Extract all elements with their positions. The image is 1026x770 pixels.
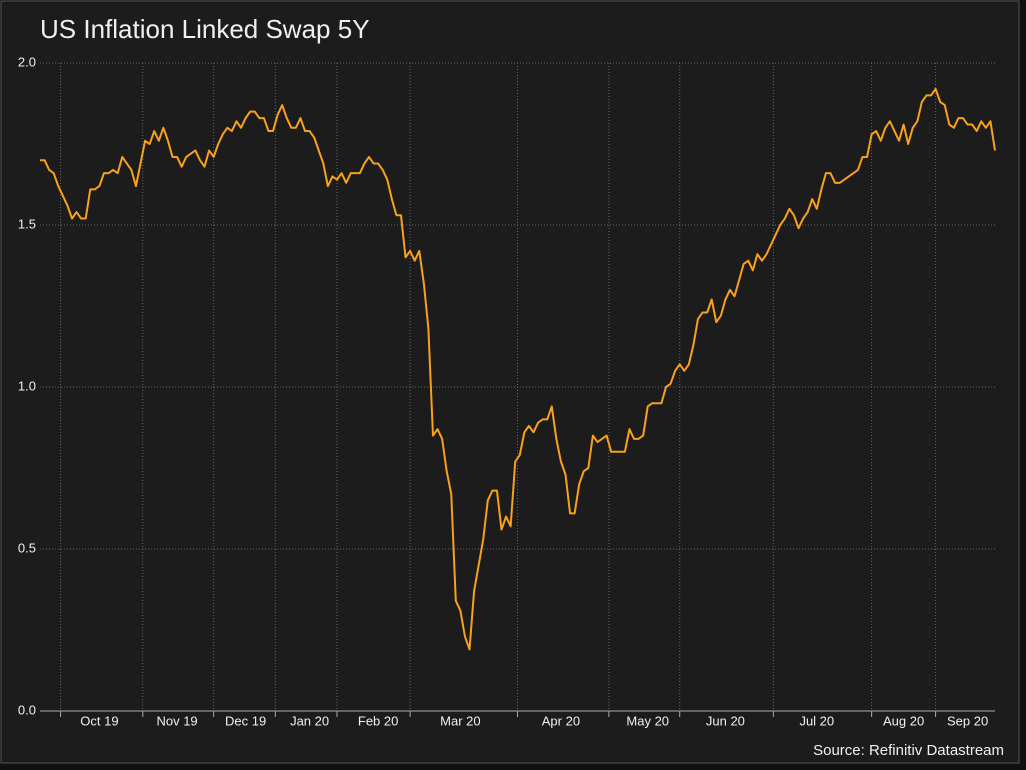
x-tick-label: May 20	[626, 713, 669, 728]
x-tick-label: Aug 20	[883, 713, 924, 728]
line-series	[40, 87, 996, 651]
y-tick-label: 2.0	[18, 54, 36, 69]
y-tick-label: 1.0	[18, 378, 36, 393]
x-tick-label: Jul 20	[799, 713, 834, 728]
x-tick-label: Feb 20	[358, 713, 398, 728]
x-tick-label: Mar 20	[440, 713, 480, 728]
x-tick-label: Oct 19	[80, 713, 118, 728]
x-tick-label: Sep 20	[947, 713, 988, 728]
x-tick-label: Apr 20	[542, 713, 580, 728]
y-tick-label: 0.0	[18, 702, 36, 717]
x-tick-label: Jun 20	[706, 713, 745, 728]
y-tick-label: 1.5	[18, 216, 36, 231]
y-tick-label: 0.5	[18, 540, 36, 555]
x-tick-label: Nov 19	[156, 713, 197, 728]
x-tick-label: Jan 20	[290, 713, 329, 728]
x-tick-label: Dec 19	[225, 713, 266, 728]
source-note: Source: Refinitiv Datastream	[813, 742, 1004, 759]
chart-title: US Inflation Linked Swap 5Y	[40, 14, 370, 44]
